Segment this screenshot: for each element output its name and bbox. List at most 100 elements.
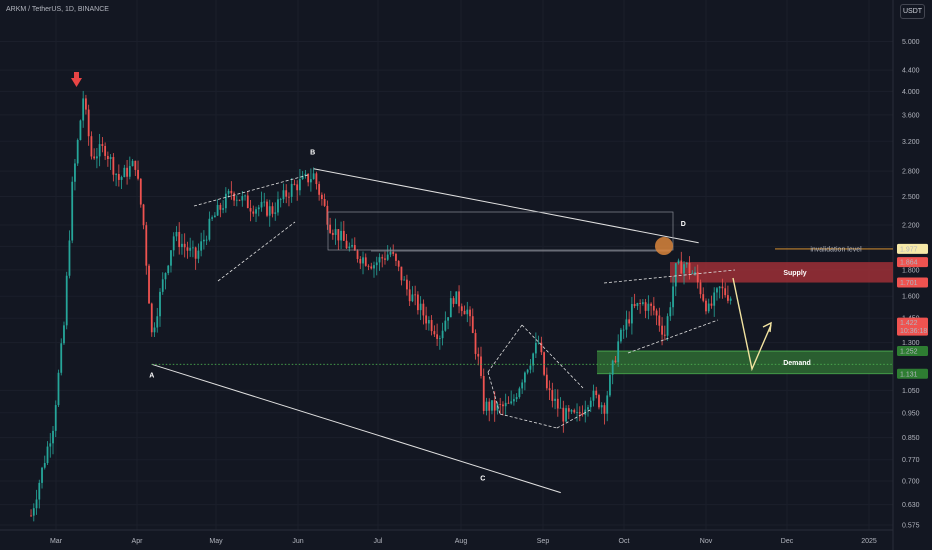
candle-body bbox=[370, 266, 373, 269]
point-d-circle bbox=[655, 237, 673, 255]
x-tick-label: Jun bbox=[292, 538, 303, 545]
candle-body bbox=[430, 320, 433, 332]
candle-body bbox=[480, 356, 482, 376]
candle-body bbox=[82, 98, 85, 121]
candle-body bbox=[513, 399, 515, 402]
price-tag bbox=[897, 317, 928, 336]
candle-body bbox=[65, 275, 68, 326]
drawings bbox=[71, 72, 893, 494]
y-tick-label: 0.950 bbox=[902, 410, 920, 417]
x-tick-label: Mar bbox=[50, 538, 63, 545]
zones bbox=[597, 262, 893, 375]
y-tick-label: 1.800 bbox=[902, 267, 920, 274]
candle-body bbox=[364, 257, 367, 266]
candle-body bbox=[68, 240, 71, 276]
candle-body bbox=[411, 294, 414, 302]
candle-body bbox=[274, 212, 277, 214]
time-axis[interactable]: Mar Apr May Jun Jul Aug Sep Oct Nov Dec 2025 bbox=[50, 538, 877, 545]
candle-body bbox=[326, 205, 329, 225]
candle-body bbox=[545, 374, 548, 389]
candle-body bbox=[543, 352, 546, 375]
candle-body bbox=[436, 334, 439, 339]
candle-body bbox=[455, 291, 458, 304]
wave-label-c: C bbox=[480, 476, 485, 483]
candle-body bbox=[266, 201, 268, 216]
candle-body bbox=[630, 304, 633, 324]
candle-body bbox=[570, 410, 573, 412]
forecast-arrowhead bbox=[762, 321, 772, 333]
candle-body bbox=[95, 156, 98, 159]
candle-body bbox=[257, 207, 260, 210]
candle-body bbox=[85, 98, 87, 110]
candle-body bbox=[153, 327, 156, 333]
candle-body bbox=[101, 144, 104, 146]
candle-body bbox=[200, 241, 203, 251]
candle-body bbox=[658, 315, 661, 326]
candle-body bbox=[707, 303, 710, 312]
candle-body bbox=[156, 316, 159, 328]
candle-body bbox=[458, 291, 460, 307]
candle-body bbox=[441, 330, 444, 339]
candle-body bbox=[148, 265, 150, 304]
wave-label-a: A bbox=[149, 372, 154, 379]
candle-body bbox=[716, 288, 718, 293]
candle-body bbox=[576, 412, 578, 413]
candle-body bbox=[219, 204, 222, 210]
chart-labels: A B C D Supply Demand invalidation level bbox=[149, 150, 862, 483]
candle-body bbox=[43, 463, 46, 468]
candle-body bbox=[334, 229, 337, 235]
y-tick-label: 0.770 bbox=[902, 457, 920, 464]
candle-body bbox=[425, 315, 428, 324]
candle-body bbox=[288, 196, 290, 198]
upper-trendline bbox=[313, 168, 699, 244]
candle-body bbox=[696, 272, 699, 283]
candle-body bbox=[395, 253, 397, 261]
candle-body bbox=[318, 184, 321, 195]
candle-body bbox=[521, 382, 524, 389]
price-tag-countdown: 10:36:18 bbox=[900, 328, 927, 335]
candle-body bbox=[87, 109, 90, 137]
y-tick-label: 3.600 bbox=[902, 112, 920, 119]
candle-body bbox=[606, 395, 609, 414]
x-tick-label: Sep bbox=[537, 538, 550, 545]
y-tick-label: 0.575 bbox=[902, 523, 920, 530]
candle-body bbox=[137, 169, 139, 179]
candle-body bbox=[348, 246, 351, 249]
candle-body bbox=[622, 329, 625, 331]
price-axis[interactable]: 5.000 4.400 4.000 3.600 3.200 2.800 2.500 2.200… bbox=[902, 39, 920, 530]
pattern-line bbox=[217, 221, 296, 282]
candle-body bbox=[614, 360, 617, 363]
candle-body bbox=[713, 292, 716, 306]
candle-body bbox=[54, 405, 57, 431]
candle-body bbox=[573, 410, 576, 413]
candle-body bbox=[609, 374, 611, 396]
currency-button[interactable]: USDT bbox=[900, 4, 925, 19]
candle-body bbox=[474, 333, 477, 354]
candle-body bbox=[49, 443, 52, 447]
candle-body bbox=[112, 157, 115, 175]
price-tag-value: 1.701 bbox=[900, 280, 918, 287]
candle-body bbox=[342, 230, 345, 241]
candle-body bbox=[260, 201, 263, 208]
candle-body bbox=[123, 167, 126, 178]
candle-body bbox=[727, 295, 729, 301]
candle-body bbox=[30, 515, 32, 517]
candle-body bbox=[705, 300, 707, 312]
candle-body bbox=[556, 398, 559, 409]
candle-body bbox=[57, 372, 60, 406]
y-tick-label: 0.700 bbox=[902, 479, 920, 486]
candle-body bbox=[510, 401, 513, 404]
candle-body bbox=[304, 173, 307, 176]
candle-body bbox=[356, 250, 359, 259]
price-tag-value: 1.252 bbox=[900, 349, 918, 356]
candle-body bbox=[279, 199, 282, 201]
candle-body bbox=[183, 243, 186, 248]
candle-body bbox=[32, 508, 35, 516]
candle-body bbox=[359, 258, 362, 264]
candle-body bbox=[694, 272, 696, 274]
pattern-line bbox=[627, 319, 719, 354]
candle-body bbox=[406, 279, 408, 290]
candle-body bbox=[592, 390, 595, 401]
candle-body bbox=[134, 160, 137, 170]
